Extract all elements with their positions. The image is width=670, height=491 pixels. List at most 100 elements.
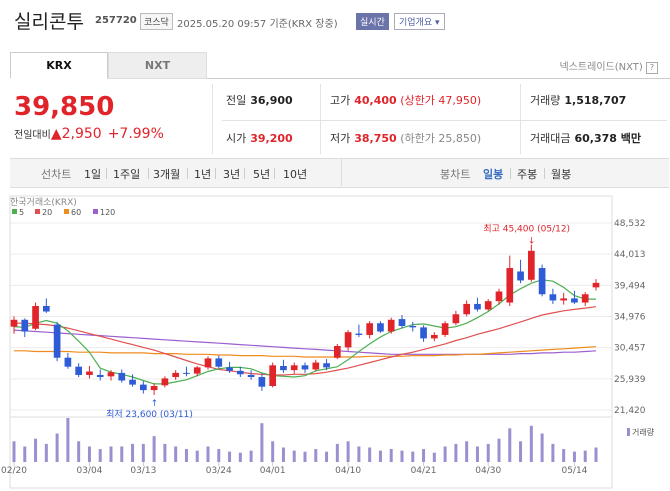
candle-body: [107, 372, 115, 377]
volume-bar: [34, 438, 38, 462]
divider: [320, 84, 321, 154]
candle-body: [21, 319, 29, 332]
volume-bar: [217, 449, 221, 462]
candle-body: [139, 384, 147, 391]
volume-bar: [23, 446, 27, 462]
volume-bar: [454, 443, 458, 462]
tab-nxt[interactable]: NXT: [108, 52, 207, 79]
y-axis: 48,532 44,013 39,494 34,976 30,457 25,939 21,4…: [614, 219, 646, 416]
volume-bar: [346, 441, 350, 462]
candle-body: [236, 370, 244, 375]
candle-body: [452, 314, 460, 324]
period-5y[interactable]: 5년: [253, 168, 271, 181]
line-chart-label[interactable]: 선차트: [41, 168, 72, 181]
period-3y[interactable]: 3년: [223, 168, 241, 181]
volume-bar: [12, 441, 16, 462]
max-arrow-icon: ↓: [528, 237, 536, 247]
volume-bar: [378, 450, 382, 462]
corp-info-button[interactable]: 기업개요 ▾: [394, 13, 445, 30]
candle-body: [215, 358, 223, 367]
candle-body: [32, 305, 39, 329]
x-tick-label: 04/21: [411, 466, 437, 476]
candle-body: [430, 334, 438, 339]
volume-bar: [228, 451, 232, 462]
candle-body: [441, 323, 449, 335]
volume-bar: [55, 433, 59, 462]
period-monthly[interactable]: 월봉: [551, 168, 572, 181]
y-tick-label: 39,494: [614, 281, 646, 291]
y-tick-label: 25,939: [614, 375, 646, 385]
candle-body: [517, 271, 524, 281]
candle-body: [247, 374, 255, 378]
candle-body: [129, 379, 136, 385]
volume-bar: [206, 446, 210, 462]
volume-bar: [572, 451, 576, 462]
volume-bar: [292, 450, 296, 462]
volume-bar: [443, 446, 447, 462]
volume-bar: [44, 443, 48, 462]
up-arrow-icon: ▲: [50, 126, 62, 142]
stock-header: 실리콘투 257720 코스닥 2025.05.20 09:57 기준(KRX …: [0, 0, 670, 40]
x-tick-label: 03/04: [76, 466, 102, 476]
volume-bar: [163, 443, 167, 462]
open-price: 시가 39,200: [226, 132, 293, 145]
candle-body: [312, 362, 320, 370]
candle-body: [172, 372, 180, 378]
volume-bars: 거래량: [12, 418, 655, 462]
datetime: 2025.05.20 09:57 기준(KRX 장중): [177, 19, 338, 30]
volume-legend-label: 거래량: [632, 427, 655, 437]
candle-body: [495, 291, 503, 302]
prev-close: 전일 36,900: [226, 94, 293, 107]
chart-frame: [9, 195, 613, 489]
max-price-label: 최고 45,400 (05/12): [483, 224, 570, 235]
candle-body: [387, 319, 395, 332]
period-daily[interactable]: 일봉: [483, 168, 504, 181]
period-bar: 선차트 1일 1주일 3개월 1년 3년 5년 10년 봉차트 일봉 주봉 월봉: [10, 158, 669, 188]
legend-swatch: [35, 209, 40, 214]
volume-bar: [98, 449, 102, 462]
legend-label: 20: [42, 208, 52, 217]
change-amount: 2,950: [61, 126, 102, 142]
period-1w[interactable]: 1주일: [113, 168, 141, 181]
candle-body: [581, 294, 589, 303]
legend-label: 60: [71, 208, 81, 217]
current-price: 39,850: [14, 92, 115, 122]
candle-body: [355, 333, 363, 335]
volume-bar: [551, 443, 555, 462]
y-tick-label: 48,532: [614, 219, 646, 229]
period-3m[interactable]: 3개월: [153, 168, 181, 181]
candle-chart-label[interactable]: 봉차트: [440, 168, 471, 181]
candles: [10, 244, 600, 395]
volume-bar: [389, 449, 393, 462]
volume-bar: [141, 443, 145, 462]
divider: [222, 120, 667, 121]
volume-bar: [540, 433, 544, 462]
divider: [212, 84, 213, 154]
tab-krx[interactable]: KRX: [10, 52, 108, 79]
period-1y[interactable]: 1년: [194, 168, 212, 181]
candle-body: [204, 358, 212, 368]
period-weekly[interactable]: 주봉: [517, 168, 538, 181]
period-10y[interactable]: 10년: [283, 168, 308, 181]
nxt-link[interactable]: 넥스트레이드(NXT) ?: [560, 58, 658, 74]
candle-body: [42, 305, 50, 312]
candle-body: [323, 363, 330, 368]
high-price: 고가 40,400 (상한가 47,950): [330, 94, 482, 107]
candle-body: [344, 332, 352, 348]
period-1d[interactable]: 1일: [84, 168, 102, 181]
realtime-badge[interactable]: 실시간: [356, 13, 389, 30]
volume-bar: [174, 446, 178, 462]
market-tabs: KRX NXT: [10, 52, 670, 79]
candle-body: [377, 323, 384, 332]
stock-name: 실리콘투: [14, 11, 84, 33]
change-percent: +7.99%: [107, 126, 164, 142]
candle-body: [280, 365, 287, 371]
candle-body: [86, 371, 93, 375]
legend-label: 120: [100, 208, 115, 217]
candle-body: [549, 294, 557, 301]
candle-body: [161, 378, 169, 386]
candle-body: [484, 301, 492, 310]
stock-code: 257720: [95, 15, 137, 26]
legend-swatch: [12, 209, 17, 214]
candle-body: [258, 377, 266, 387]
